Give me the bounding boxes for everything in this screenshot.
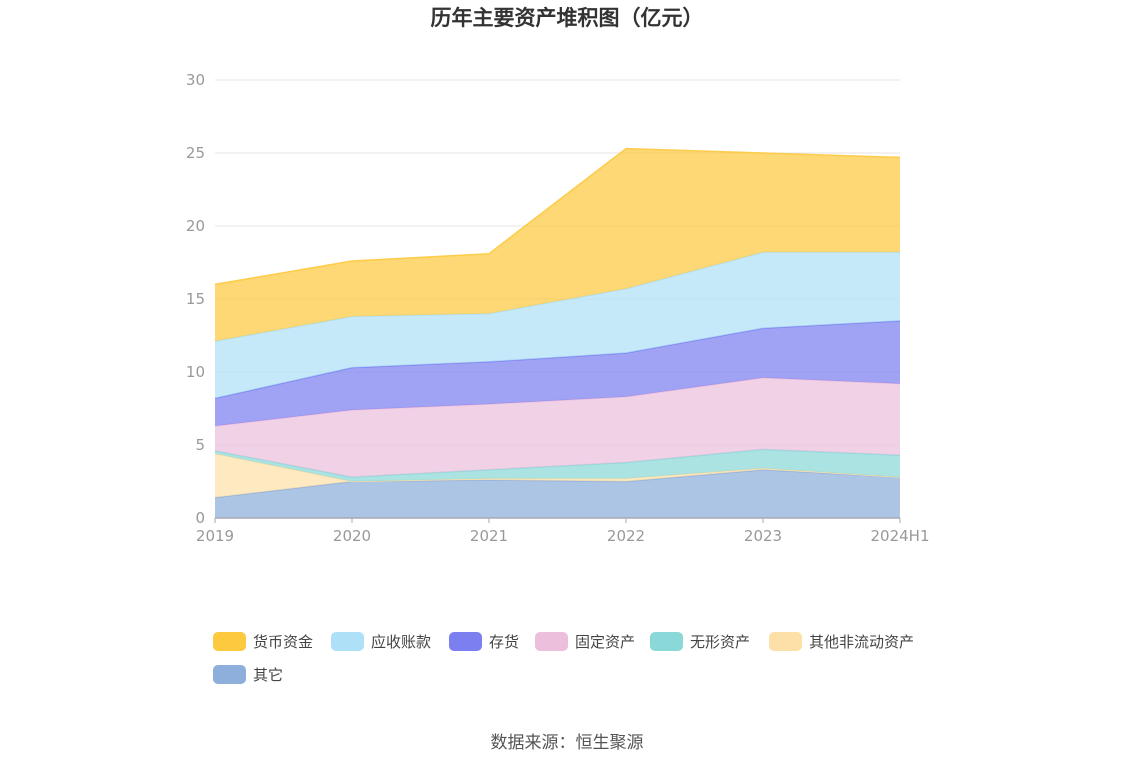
area-series-6 xyxy=(215,148,900,342)
legend-item[interactable]: 货币资金 xyxy=(213,630,313,652)
x-tick-label: 2020 xyxy=(333,527,371,545)
series-line-6 xyxy=(214,147,901,286)
legend-label: 固定资产 xyxy=(575,632,636,651)
y-tick-label: 30 xyxy=(186,71,205,89)
legend-swatch xyxy=(449,631,482,651)
legend-label: 存货 xyxy=(489,632,520,651)
area-series-5 xyxy=(215,252,900,399)
legend-label: 货币资金 xyxy=(253,632,314,651)
legend-swatch xyxy=(535,631,568,651)
legend-swatch xyxy=(769,631,802,651)
legend-item[interactable]: 应收账款 xyxy=(331,630,431,652)
y-tick-label: 25 xyxy=(186,144,205,162)
legend-item[interactable]: 存货 xyxy=(449,630,519,652)
legend-swatch xyxy=(213,631,246,651)
legend-item[interactable]: 无形资产 xyxy=(650,630,750,652)
y-tick-label: 15 xyxy=(186,290,205,308)
legend-label: 其它 xyxy=(253,665,284,684)
legend-item[interactable]: 固定资产 xyxy=(535,630,635,652)
area-series xyxy=(214,147,901,518)
chart-title: 历年主要资产堆积图（亿元） xyxy=(430,6,704,30)
legend-label: 其他非流动资产 xyxy=(809,632,915,651)
x-tick-label: 2021 xyxy=(470,527,508,545)
x-tick-label: 2019 xyxy=(196,527,234,545)
area-series-2 xyxy=(215,449,900,482)
x-tick-label: 2022 xyxy=(607,527,645,545)
legend-swatch xyxy=(213,664,246,684)
axes: 0 5 10 15 20 25 30 2019 2020 2021 2022 2023 2024H1 xyxy=(186,71,930,545)
area-series-3 xyxy=(215,377,900,478)
area-series-4 xyxy=(215,320,900,426)
source-note: 数据来源：恒生聚源 xyxy=(490,733,644,753)
legend-item[interactable]: 其他非流动资产 xyxy=(769,630,914,652)
legend-label: 无形资产 xyxy=(690,632,751,651)
y-tick-label: 5 xyxy=(195,436,205,454)
x-tick-label: 2024H1 xyxy=(871,527,930,545)
y-tick-label: 0 xyxy=(195,509,205,527)
legend-label: 应收账款 xyxy=(371,632,432,651)
x-tick-label: 2023 xyxy=(744,527,782,545)
y-tick-label: 10 xyxy=(186,363,205,381)
y-tick-label: 20 xyxy=(186,217,205,235)
legend-swatch xyxy=(331,631,364,651)
legend-swatch xyxy=(650,631,683,651)
legend-item[interactable]: 其它 xyxy=(213,663,283,685)
